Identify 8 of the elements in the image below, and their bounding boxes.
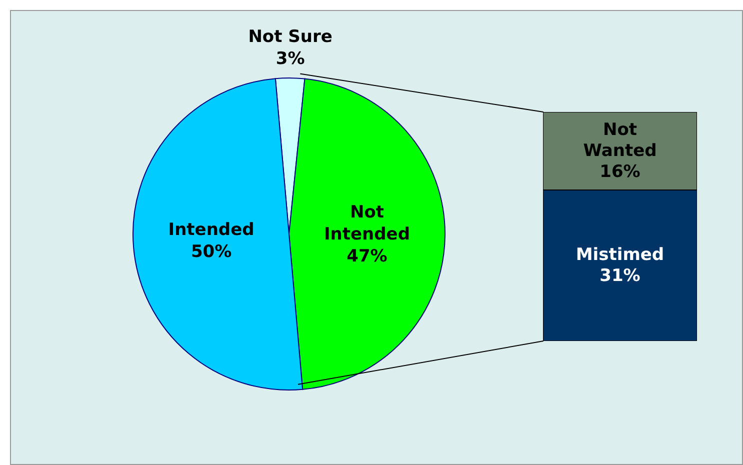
- data-label: 16%: [600, 162, 640, 182]
- data-label: 50%: [190, 242, 232, 262]
- series-label: Mistimed: [576, 244, 664, 265]
- data-label: 31%: [600, 266, 640, 286]
- data-label: 3%: [276, 49, 305, 70]
- slice-label: Not Sure: [248, 27, 332, 48]
- slice-label: Intended: [168, 220, 254, 240]
- series-label: Not Wanted: [583, 120, 657, 161]
